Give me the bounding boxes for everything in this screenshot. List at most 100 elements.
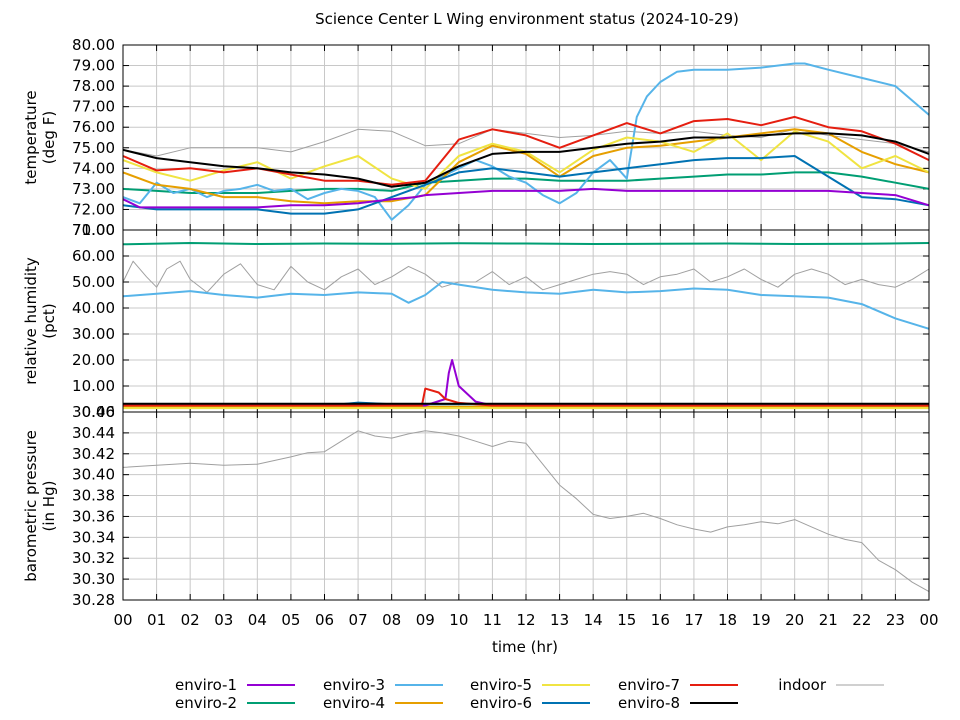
- y-axis-label: (deg F): [40, 111, 58, 164]
- series-line-indoor: [122, 260, 930, 293]
- y-tick-label: 50.00: [72, 273, 115, 291]
- legend-label: enviro-5: [470, 676, 532, 694]
- y-tick-label: 70.00: [72, 221, 115, 239]
- y-tick-label: 30.00: [72, 325, 115, 343]
- y-tick-label: 10.00: [72, 377, 115, 395]
- legend-label: enviro-1: [175, 676, 237, 694]
- panel-temperature: 71.00 72.00 73.00 74.00 75.00 76.00 77.00 78.00…: [22, 36, 930, 239]
- y-tick-label: 30.46: [72, 403, 115, 421]
- series-line-enviro-6: [122, 155, 930, 215]
- series-line-enviro-2: [122, 171, 930, 194]
- x-tick-labels: 00 01 02 03 04 05 06 07 08 09 10 11 12 13 14 15 16 17 18 19…: [113, 611, 938, 629]
- y-tick-label: 30.34: [72, 528, 115, 546]
- x-tick-label: 03: [214, 611, 233, 629]
- x-tick-label: 04: [248, 611, 267, 629]
- y-tick-label: 80.00: [72, 36, 115, 54]
- x-tick-label: 10: [449, 611, 468, 629]
- series-line-enviro-3: [122, 281, 930, 330]
- legend-label: enviro-3: [323, 676, 385, 694]
- x-tick-label: 21: [819, 611, 838, 629]
- y-tick-label: 75.00: [72, 139, 115, 157]
- y-axis-label: (pct): [40, 303, 58, 338]
- x-tick-label: 13: [550, 611, 569, 629]
- legend-item-enviro-6: enviro-6: [470, 694, 590, 712]
- y-tick-label: 30.42: [72, 445, 115, 463]
- y-tick-label: 76.00: [72, 118, 115, 136]
- y-tick-label: 72.00: [72, 200, 115, 218]
- x-tick-label: 06: [315, 611, 334, 629]
- y-tick-label: 40.00: [72, 299, 115, 317]
- panel-humidity: 0.00 10.00 20.00 30.00 40.00 50.00 60.00 70.00 r…: [22, 221, 930, 421]
- legend-label: enviro-6: [470, 694, 532, 712]
- series-line-enviro-8: [122, 132, 930, 188]
- x-tick-label: 16: [651, 611, 670, 629]
- x-tick-label: 05: [281, 611, 300, 629]
- series-line-enviro-3: [122, 62, 930, 221]
- y-axis-label: temperature: [22, 90, 40, 184]
- panel-pressure: 30.28 30.30 30.32 30.34 30.36 30.38 30.40 30.42…: [22, 403, 930, 609]
- legend-item-enviro-7: enviro-7: [618, 676, 738, 694]
- x-tick-label: 00: [113, 611, 132, 629]
- plot-panels: 71.00 72.00 73.00 74.00 75.00 76.00 77.00 78.00…: [22, 36, 939, 629]
- y-tick-label: 30.30: [72, 570, 115, 588]
- y-axis-label: relative humidity: [22, 257, 40, 385]
- legend-item-enviro-1: enviro-1: [175, 676, 295, 694]
- series-group: [122, 242, 930, 410]
- legend-label: indoor: [778, 676, 827, 694]
- y-tick-label: 30.32: [72, 549, 115, 567]
- y-tick-label: 79.00: [72, 57, 115, 75]
- x-tick-label: 01: [147, 611, 166, 629]
- series-line-enviro-2: [122, 242, 930, 246]
- y-tick-label: 74.00: [72, 159, 115, 177]
- y-tick-label: 71.00: [72, 221, 115, 239]
- x-tick-label: 20: [785, 611, 804, 629]
- x-axis-label: time (hr): [492, 638, 558, 656]
- series-group: [122, 62, 930, 221]
- series-line-indoor: [122, 430, 930, 593]
- legend-item-enviro-2: enviro-2: [175, 694, 295, 712]
- x-tick-label: 23: [886, 611, 905, 629]
- x-tick-label: 07: [349, 611, 368, 629]
- x-tick-label: 18: [718, 611, 737, 629]
- x-tick-label: 02: [181, 611, 200, 629]
- y-tick-label: 60.00: [72, 247, 115, 265]
- plot-border: [122, 411, 930, 601]
- y-axis-label: (in Hg): [40, 481, 58, 532]
- chart-title: Science Center L Wing environment status…: [315, 10, 739, 28]
- y-tick-label: 30.36: [72, 507, 115, 525]
- x-tick-label: 17: [684, 611, 703, 629]
- y-axis-label: barometric pressure: [22, 430, 40, 582]
- legend-label: enviro-4: [323, 694, 385, 712]
- x-tick-label: 00: [919, 611, 938, 629]
- y-tick-label: 30.40: [72, 466, 115, 484]
- x-tick-label: 22: [852, 611, 871, 629]
- y-tick-label: 20.00: [72, 351, 115, 369]
- legend-label: enviro-7: [618, 676, 680, 694]
- x-tick-label: 15: [617, 611, 636, 629]
- y-tick-label: 30.38: [72, 487, 115, 505]
- legend-item-enviro-3: enviro-3: [323, 676, 443, 694]
- legend-label: enviro-2: [175, 694, 237, 712]
- x-tick-label: 19: [752, 611, 771, 629]
- legend-item-enviro-5: enviro-5: [470, 676, 590, 694]
- x-tick-label: 09: [416, 611, 435, 629]
- series-line-enviro-7: [123, 387, 929, 407]
- legend-item-enviro-8: enviro-8: [618, 694, 738, 712]
- x-tick-label: 12: [516, 611, 535, 629]
- series-line-enviro-1: [122, 187, 930, 209]
- series-group: [122, 430, 930, 593]
- x-tick-label: 14: [584, 611, 603, 629]
- y-tick-label: 77.00: [72, 98, 115, 116]
- y-tick-label: 30.28: [72, 591, 115, 609]
- series-line-enviro-4: [122, 128, 930, 205]
- y-tick-label: 30.44: [72, 424, 115, 442]
- x-tick-label: 11: [483, 611, 502, 629]
- y-tick-label: 78.00: [72, 77, 115, 95]
- legend-item-enviro-4: enviro-4: [323, 694, 443, 712]
- legend-label: enviro-8: [618, 694, 680, 712]
- x-tick-label: 08: [382, 611, 401, 629]
- y-tick-label: 0.00: [82, 403, 115, 421]
- y-tick-label: 73.00: [72, 180, 115, 198]
